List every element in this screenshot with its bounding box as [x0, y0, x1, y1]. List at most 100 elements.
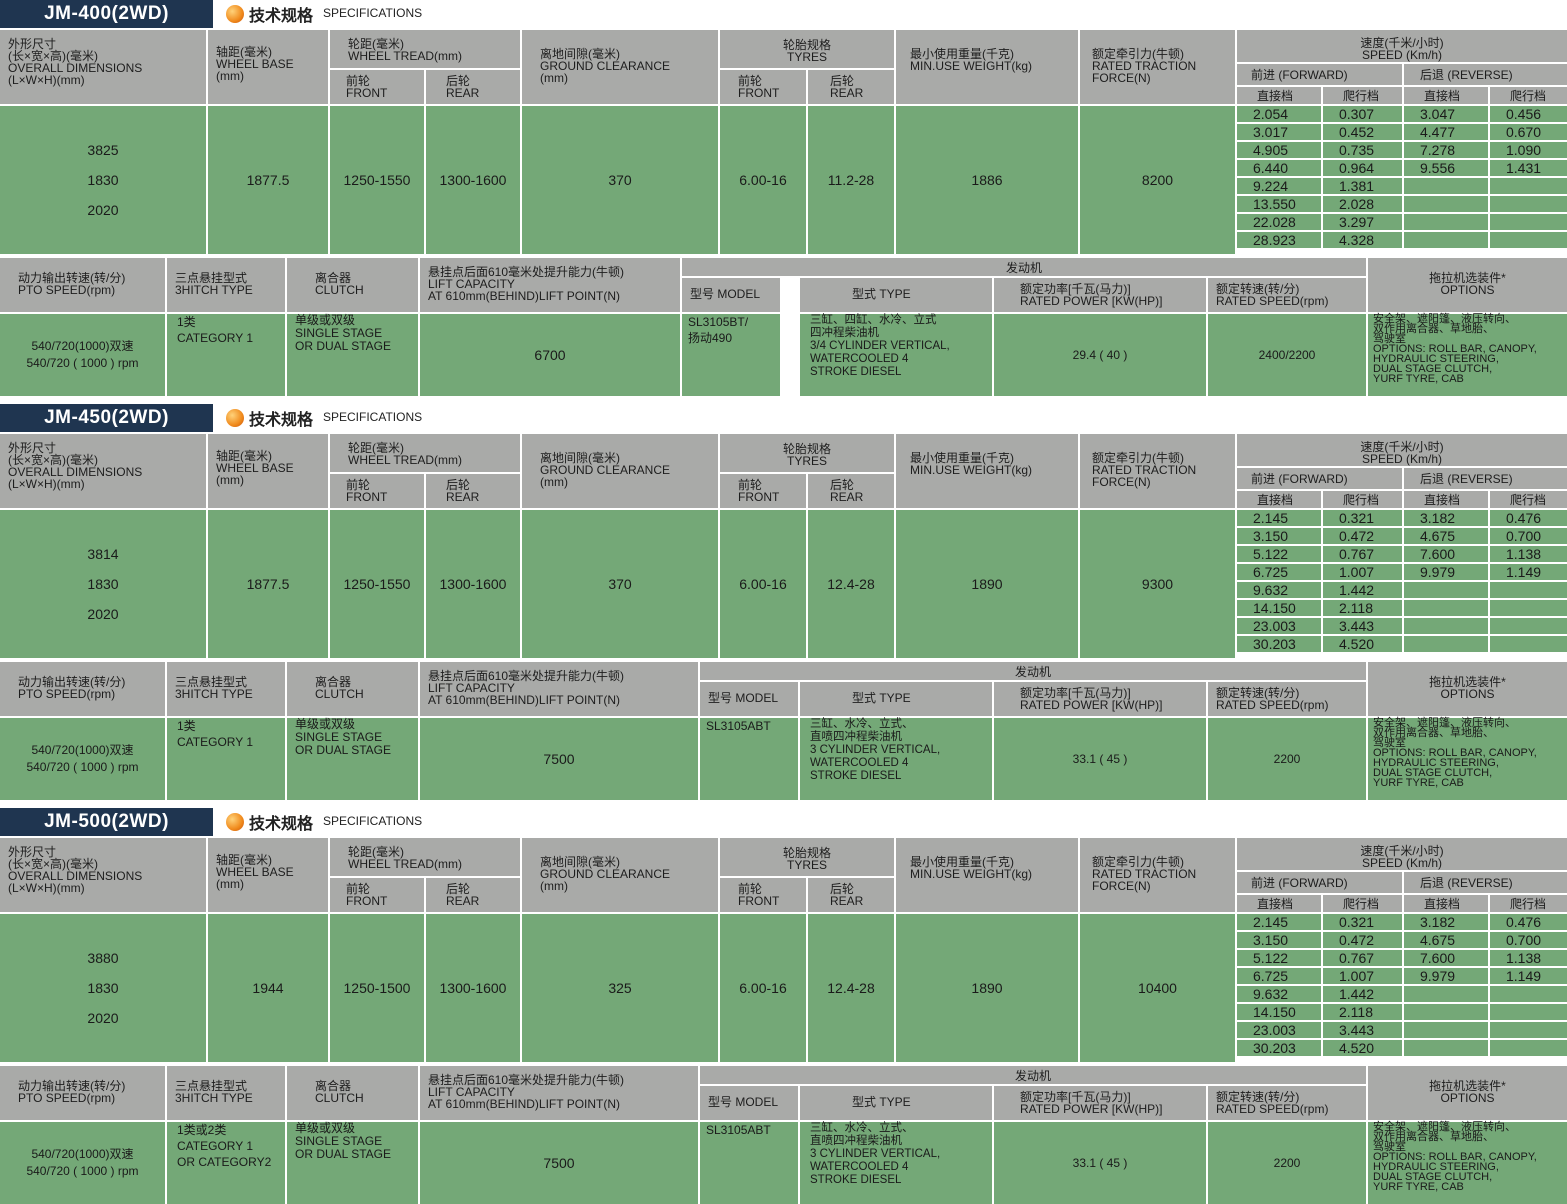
header-engine: 发动机 — [682, 258, 1366, 276]
text-line: 前轮 — [738, 882, 763, 896]
text-line: 额定转速(转/分) — [1216, 1090, 1300, 1104]
header-wheelbase: 轴距(毫米) WHEEL BASE (mm) — [208, 838, 328, 912]
speed-cell — [1404, 196, 1488, 212]
header-reverse: 后退 (REVERSE) — [1404, 64, 1567, 85]
text-line: 轮胎规格 — [782, 38, 831, 52]
text-line: 速度(千米/小时) — [1360, 36, 1444, 50]
dimensions-value: 3880 1830 2020 — [0, 914, 206, 1062]
text-line: RATED SPEED(rpm) — [1216, 698, 1329, 712]
header-tyre-rear: 后轮 REAR — [808, 878, 894, 912]
text-line: 拖拉机选装件* — [1429, 675, 1506, 689]
text-line: OPTIONS — [1440, 283, 1495, 297]
cell-value: 8200 — [1141, 172, 1174, 188]
text-line: CATEGORY 1 — [177, 1139, 254, 1153]
cell-value: 2400/2200 — [1258, 348, 1316, 362]
text-line: 540/720(1000)双速 — [31, 339, 134, 353]
cell-value: 2200 — [1273, 752, 1301, 766]
text-line: MIN.USE WEIGHT(kg) — [910, 463, 1032, 477]
cell-value: 直接档 — [1424, 493, 1461, 507]
header-clutch: 离合器 CLUTCH — [287, 258, 418, 312]
speed-cell — [1404, 232, 1488, 248]
header-gear-direct: 直接档 — [1404, 491, 1488, 508]
text-line: AT 610mm(BEHIND)LIFT POINT(N) — [428, 693, 621, 707]
text-line: 三点悬挂型式 — [175, 271, 248, 285]
cell-value: 3.443 — [1339, 618, 1375, 634]
text-line: TYRES — [786, 858, 827, 872]
text-line: 后轮 — [830, 882, 855, 896]
cell-value: 22.028 — [1253, 214, 1296, 230]
text-line: 2020 — [87, 1010, 119, 1026]
cell-value: 7500 — [543, 1155, 575, 1171]
cell-value: 1300-1600 — [439, 172, 507, 188]
clearance-value: 370 — [522, 510, 718, 658]
text-line: 单级或双级 — [295, 313, 356, 327]
text-line: 额定功率[千瓦(马力)] — [1020, 686, 1131, 700]
text-line: AT 610mm(BEHIND)LIFT POINT(N) — [428, 1097, 621, 1111]
speed-cell: 2.118 — [1323, 1004, 1402, 1020]
header-reverse: 后退 (REVERSE) — [1404, 872, 1567, 893]
cell-value: 发动机 — [1005, 261, 1042, 275]
speed-cell — [1490, 618, 1567, 634]
speed-cell: 4.477 — [1404, 124, 1488, 140]
header-engine-type: 型式 TYPE — [800, 682, 992, 716]
spec-logo-icon — [226, 5, 244, 23]
text-line: REAR — [446, 894, 480, 908]
spec-heading-en: SPECIFICATIONS — [323, 410, 423, 424]
text-line: 悬挂点后面610毫米处提升能力(牛顿) — [428, 669, 625, 683]
text-line: FRONT — [346, 894, 388, 908]
text-line: REAR — [830, 490, 864, 504]
header-tread-rear: 后轮 REAR — [426, 474, 520, 508]
cell-value: 型式 TYPE — [852, 1095, 911, 1109]
spec-heading-cn: 技术规格 — [249, 410, 314, 429]
text-line: 速度(千米/小时) — [1360, 844, 1444, 858]
speed-cell: 3.182 — [1404, 914, 1488, 930]
header-tread-front: 前轮 FRONT — [330, 878, 424, 912]
text-line: YURF TYRE, CAB — [1373, 777, 1464, 789]
text-line: 安全架、遮阳篷、液压转向、 — [1373, 717, 1516, 729]
cell-value: 23.003 — [1253, 1022, 1296, 1038]
header-gear-creep: 爬行档 — [1490, 491, 1567, 508]
cell-value: 0.452 — [1339, 124, 1375, 140]
cell-value: 9.556 — [1420, 160, 1456, 176]
cell-value: 3.182 — [1420, 510, 1456, 526]
cell-value: 10400 — [1138, 980, 1177, 996]
text-line: DUAL STAGE CLUTCH, — [1373, 363, 1493, 375]
cell-value: 1.442 — [1339, 986, 1375, 1002]
text-line: 驾驶室 — [1373, 1141, 1406, 1153]
text-line: RATED POWER [KW(HP)] — [1020, 1102, 1163, 1116]
text-line: MIN.USE WEIGHT(kg) — [910, 867, 1032, 881]
cell-value: 6.725 — [1253, 968, 1289, 984]
header-options: 拖拉机选装件* OPTIONS — [1368, 258, 1567, 312]
text-line: OPTIONS: ROLL BAR, CANOPY, — [1373, 747, 1537, 759]
speed-cell — [1404, 1040, 1488, 1056]
text-line: SINGLE STAGE — [295, 730, 383, 744]
speed-cell: 4.675 — [1404, 528, 1488, 544]
header-tread-front: 前轮 FRONT — [330, 474, 424, 508]
text-line: OPTIONS — [1440, 687, 1495, 701]
cell-value: 1.007 — [1339, 564, 1375, 580]
cell-value: 30.203 — [1253, 1040, 1296, 1056]
header-pto: 动力输出转速(转/分) PTO SPEED(rpm) — [0, 258, 165, 312]
pto-value: 540/720(1000)双速 540/720 ( 1000 ) rpm — [0, 718, 165, 800]
speed-cell: 5.122 — [1237, 546, 1321, 562]
header-gear-creep: 爬行档 — [1323, 895, 1402, 912]
text-line: OR DUAL STAGE — [295, 743, 392, 757]
speed-cell: 0.321 — [1323, 510, 1402, 526]
cell-value: 0.472 — [1339, 932, 1375, 948]
text-line: 直喷四冲程柴油机 — [810, 1135, 902, 1147]
speed-cell: 9.632 — [1237, 582, 1321, 598]
speed-cell: 13.550 — [1237, 196, 1321, 212]
speed-cell: 7.278 — [1404, 142, 1488, 158]
cell-value: 2.118 — [1339, 600, 1373, 616]
text-line: SL3105ABT — [706, 1123, 771, 1137]
text-line: 悬挂点后面610毫米处提升能力(牛顿) — [428, 265, 625, 279]
speed-cell: 6.440 — [1237, 160, 1321, 176]
text-line: RATED SPEED(rpm) — [1216, 294, 1329, 308]
cell-value: 后退 (REVERSE) — [1420, 68, 1513, 82]
text-line: FORCE(N) — [1092, 475, 1151, 489]
speed-cell: 14.150 — [1237, 1004, 1321, 1020]
header-engine-type: 型式 TYPE — [800, 278, 992, 312]
pto-value: 540/720(1000)双速 540/720 ( 1000 ) rpm — [0, 1122, 165, 1204]
text-line: RATED TRACTION — [1092, 867, 1197, 881]
text-line: WHEEL TREAD(mm) — [348, 49, 462, 63]
